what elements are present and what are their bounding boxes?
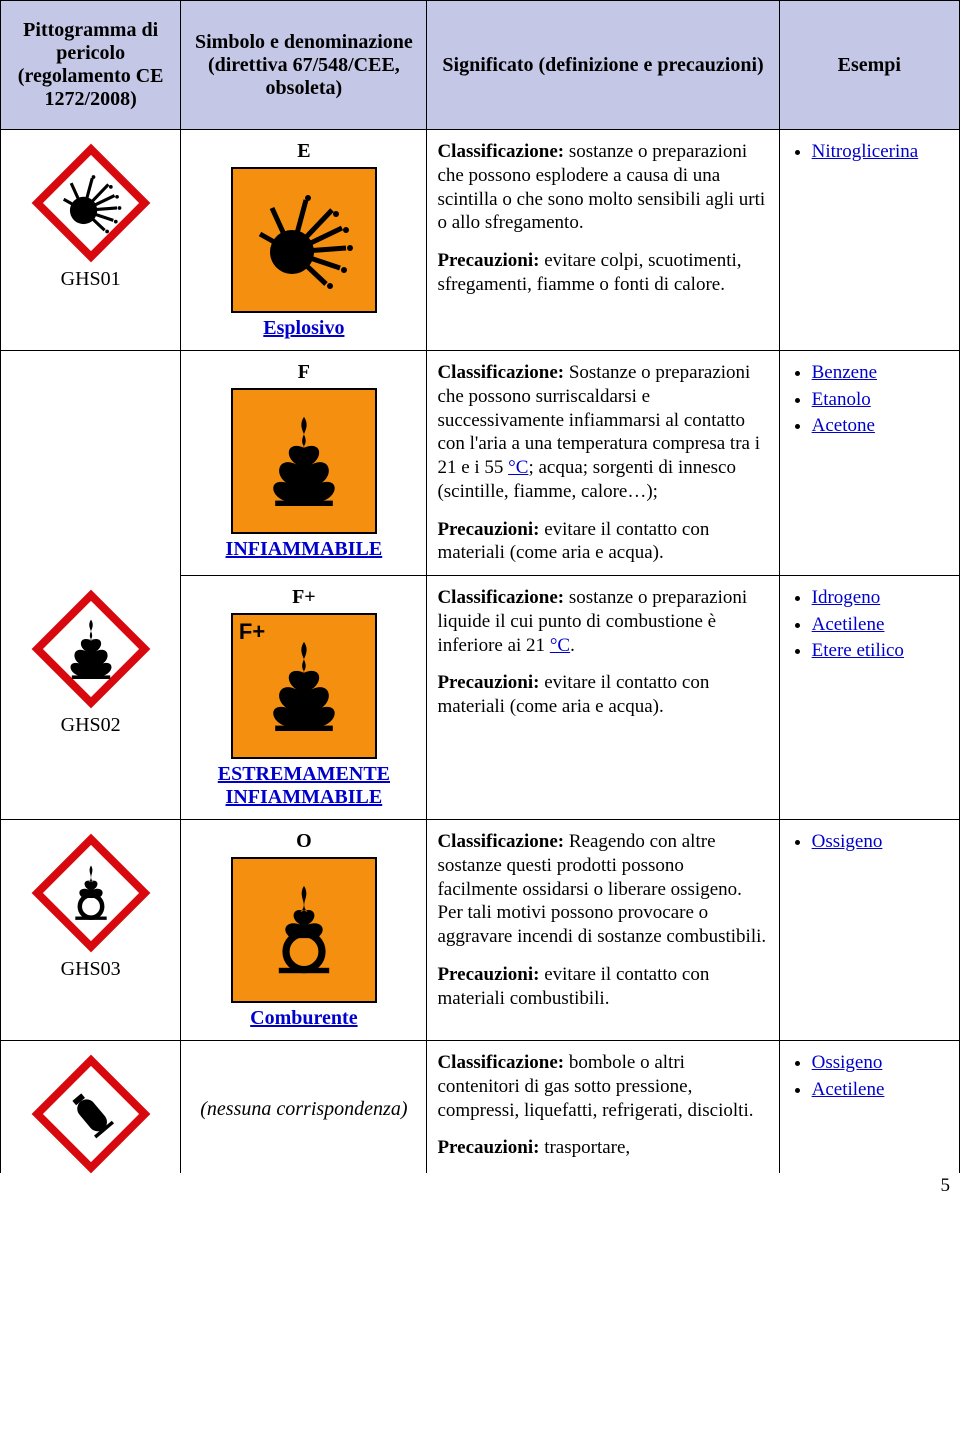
ghs-cell: GHS02 [1,576,181,820]
ghs02-code: GHS02 [11,714,170,737]
table-row: GHS02 F+ ESTREMAMENTE INFIAMMABILE Class… [1,576,960,820]
example-link[interactable]: Acetone [812,414,949,439]
symbol-name-esplosivo[interactable]: Esplosivo [191,317,416,340]
ghs04-pictogram [32,1055,150,1173]
symbol-name-infiammabile[interactable]: INFIAMMABILE [191,538,416,561]
ghs-cell: GHS03 [1,820,181,1041]
symbol-cell: F+ ESTREMAMENTE INFIAMMABILE [181,576,427,820]
significance-cell: Classificazione: sostanze o preparazioni… [427,130,779,351]
symbol-cell: (nessuna corrispondenza) [181,1041,427,1174]
symbol-name-nessuna: (nessuna corrispondenza) [191,1098,416,1121]
examples-list: OssigenoAcetilene [790,1051,949,1102]
header-col2: Simbolo e denominazione (direttiva 67/54… [181,1,427,130]
table-header-row: Pittogramma di pericolo (regolamento CE … [1,1,960,130]
example-link[interactable]: Nitroglicerina [812,140,949,165]
page-number: 5 [0,1173,960,1205]
flammable-icon [231,388,377,534]
examples-list: BenzeneEtanoloAcetone [790,361,949,439]
example-link[interactable]: Etere etilico [812,639,949,664]
symbol-letter-e: E [191,140,416,163]
significance-cell: Classificazione: Reagendo con altre sost… [427,820,779,1041]
table-row: (nessuna corrispondenza) Classificazione… [1,1041,960,1174]
table-row: F INFIAMMABILE Classificazione: Sostanze… [1,351,960,576]
ghs01-pictogram [32,144,150,262]
example-link[interactable]: Ossigeno [812,830,949,855]
table-row: GHS03 O Comburente Classificazione: Reag… [1,820,960,1041]
examples-list: Nitroglicerina [790,140,949,165]
symbol-cell: O Comburente [181,820,427,1041]
examples-cell: OssigenoAcetilene [779,1041,959,1174]
example-link[interactable]: Ossigeno [812,1051,949,1076]
hazard-table: Pittogramma di pericolo (regolamento CE … [0,0,960,1173]
ghs03-code: GHS03 [11,958,170,981]
examples-cell: BenzeneEtanoloAcetone [779,351,959,576]
example-link[interactable]: Acetilene [812,613,949,638]
symbol-cell: E Esplosivo [181,130,427,351]
significance-cell: Classificazione: sostanze o preparazioni… [427,576,779,820]
table-row: GHS01 E Esplosivo Classificazione: sosta… [1,130,960,351]
examples-cell: Ossigeno [779,820,959,1041]
ghs01-code: GHS01 [11,268,170,291]
ghs-cell-empty [1,351,181,576]
ghs02-pictogram [32,590,150,708]
symbol-name-estremamente-infiammabile[interactable]: ESTREMAMENTE INFIAMMABILE [191,763,416,809]
examples-cell: Nitroglicerina [779,130,959,351]
ghs-cell: GHS01 [1,130,181,351]
highly-flammable-icon [231,613,377,759]
header-col3: Significato (definizione e precauzioni) [427,1,779,130]
example-link[interactable]: Benzene [812,361,949,386]
example-link[interactable]: Acetilene [812,1078,949,1103]
ghs-cell [1,1041,181,1174]
symbol-cell: F INFIAMMABILE [181,351,427,576]
examples-list: Ossigeno [790,830,949,855]
oxidizer-icon [231,857,377,1003]
examples-list: IdrogenoAcetileneEtere etilico [790,586,949,664]
symbol-letter-f: F [191,361,416,384]
symbol-letter-fplus: F+ [191,586,416,609]
explosive-icon [231,167,377,313]
example-link[interactable]: Etanolo [812,388,949,413]
significance-cell: Classificazione: Sostanze o preparazioni… [427,351,779,576]
ghs03-pictogram [32,834,150,952]
significance-cell: Classificazione: bombole o altri conteni… [427,1041,779,1174]
symbol-letter-o: O [191,830,416,853]
examples-cell: IdrogenoAcetileneEtere etilico [779,576,959,820]
symbol-name-comburente[interactable]: Comburente [191,1007,416,1030]
header-col4: Esempi [779,1,959,130]
example-link[interactable]: Idrogeno [812,586,949,611]
header-col1: Pittogramma di pericolo (regolamento CE … [1,1,181,130]
